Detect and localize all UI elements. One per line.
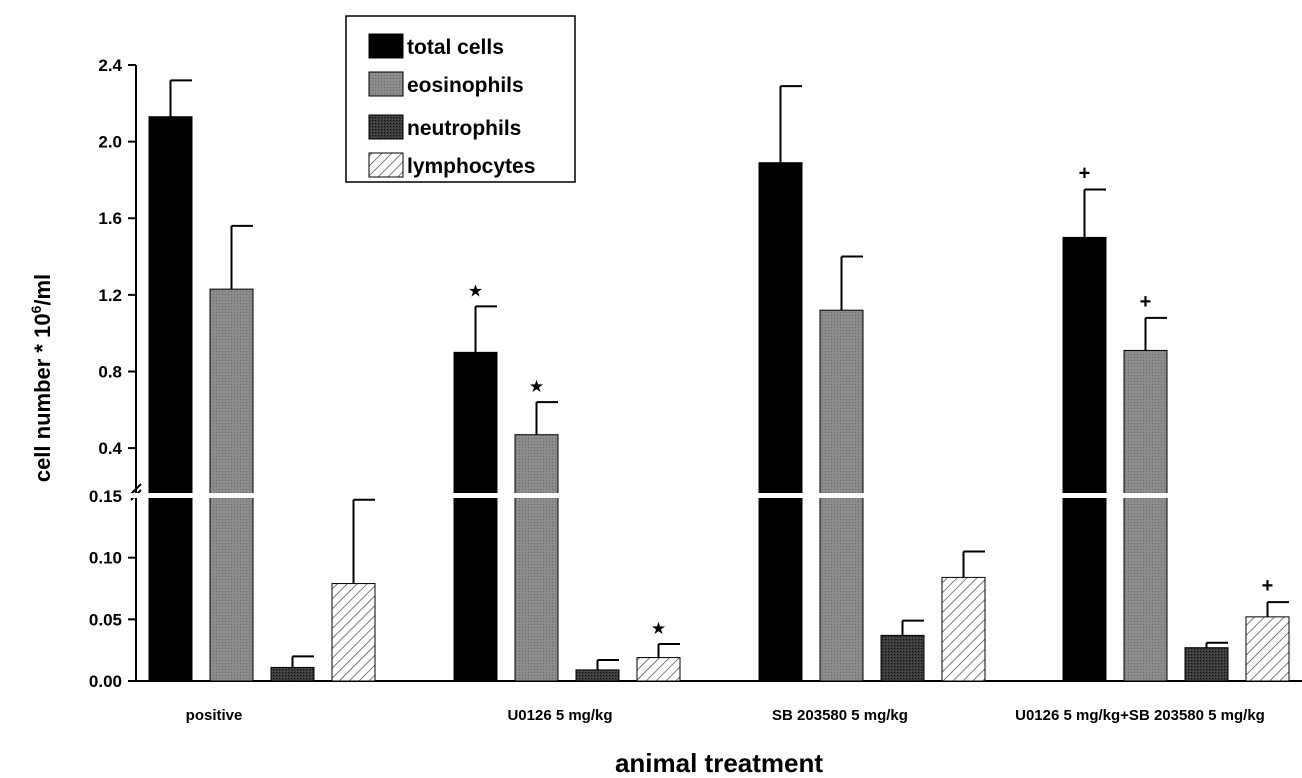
y-axis-label-exponent: 6 [28, 305, 44, 313]
significance-marker: + [1140, 291, 1152, 313]
significance-marker: ★ [529, 377, 544, 396]
x-axis-label: animal treatment [615, 748, 823, 778]
y-lower-tick-label: 0.00 [89, 672, 122, 691]
bar-0-1 [453, 351, 498, 682]
bar-2-1 [575, 669, 620, 682]
y-lower-tick-label: 0.15 [89, 487, 122, 506]
y-upper-tick-label: 2.4 [98, 56, 122, 75]
bar-1-1 [514, 434, 559, 682]
bar-1-0 [209, 288, 254, 682]
bar-2-0 [270, 666, 315, 682]
x-tick-label: positive [186, 707, 243, 724]
bar-3-2 [941, 576, 986, 682]
bar-0-3 [1062, 236, 1107, 682]
legend-label: eosinophils [407, 74, 524, 97]
bar-2-3 [1184, 647, 1229, 682]
y-upper-tick-label: 2.0 [98, 133, 122, 152]
legend-label: total cells [407, 36, 504, 59]
y-axis-label-unit: /ml [30, 274, 55, 306]
axes [130, 65, 1302, 682]
legend-swatch [368, 152, 404, 178]
axis-break-gap [126, 493, 1302, 498]
bar-0-2 [758, 162, 803, 682]
bar-3-1 [636, 657, 681, 682]
y-upper-tick-label: 1.6 [98, 209, 122, 228]
y-upper-tick-label: 0.8 [98, 362, 122, 381]
significance-marker: + [1262, 575, 1274, 597]
legend-label: lymphocytes [407, 155, 535, 178]
bars: ★ + ★ + ★ + [148, 79, 1290, 682]
legend: total cells eosinophils neutrophils lymphoc… [345, 15, 576, 183]
legend-swatch [368, 33, 404, 59]
significance-marker: ★ [468, 281, 483, 300]
y-lower-tick-label: 0.10 [89, 549, 122, 568]
y-ticks: 0.00 0.05 0.10 0.15 0.4 0.8 1.2 1.6 2.0 2.4 [89, 56, 1302, 691]
x-tick-label: U0126 5 mg/kg+SB 203580 5 mg/kg [1015, 707, 1265, 724]
bar-0-0 [148, 116, 193, 682]
significance-marker: ★ [651, 619, 666, 638]
bar-2-2 [880, 634, 925, 682]
legend-swatch [368, 71, 404, 97]
x-tick-labels: positive U0126 5 mg/kg SB 203580 5 mg/kg U0… [186, 707, 1265, 724]
bar-3-3 [1245, 616, 1290, 682]
y-axis-label-main: cell number * 10 [30, 313, 55, 482]
y-upper-tick-label: 1.2 [98, 286, 122, 305]
legend-swatch [368, 114, 404, 140]
y-axis-label: cell number * 106/ml [28, 274, 55, 482]
x-tick-label: SB 203580 5 mg/kg [772, 707, 908, 724]
y-upper-tick-label: 0.4 [98, 439, 122, 458]
significance-marker: + [1079, 163, 1091, 185]
bar-1-3 [1123, 349, 1168, 682]
legend-label: neutrophils [407, 117, 521, 140]
bar-3-0 [331, 583, 376, 682]
y-lower-tick-label: 0.05 [89, 610, 122, 629]
x-tick-label: U0126 5 mg/kg [507, 707, 612, 724]
